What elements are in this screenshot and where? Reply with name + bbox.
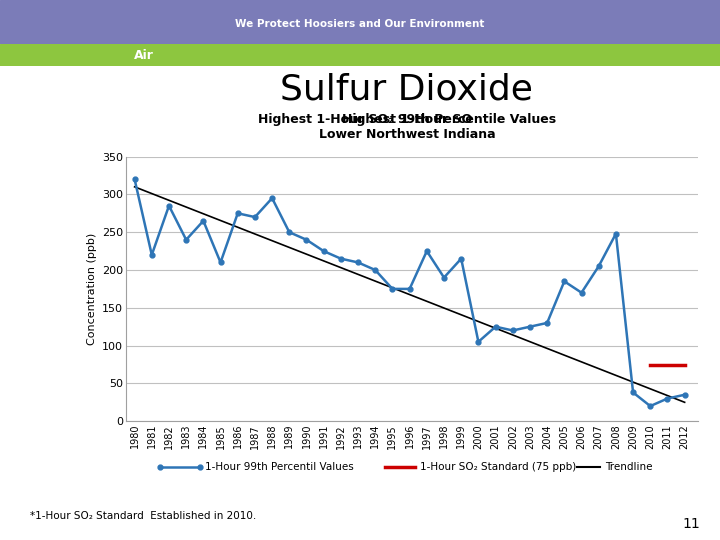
Text: Trendline: Trendline xyxy=(605,462,652,472)
Text: 1-Hour 99th Percentil Values: 1-Hour 99th Percentil Values xyxy=(205,462,354,472)
Y-axis label: Concentration (ppb): Concentration (ppb) xyxy=(86,233,96,345)
Text: *1-Hour SO₂ Standard  Established in 2010.: *1-Hour SO₂ Standard Established in 2010… xyxy=(30,511,256,521)
Text: Lower Northwest Indiana: Lower Northwest Indiana xyxy=(319,129,495,141)
Text: 11: 11 xyxy=(683,517,700,531)
Text: Highest 1-Hour SO: Highest 1-Hour SO xyxy=(342,113,472,126)
Text: Highest 1-Hour SO₂ 99th Percentile Values: Highest 1-Hour SO₂ 99th Percentile Value… xyxy=(258,113,556,126)
Text: Air: Air xyxy=(134,49,154,62)
Text: We Protect Hoosiers and Our Environment: We Protect Hoosiers and Our Environment xyxy=(235,19,485,29)
Text: 1-Hour SO₂ Standard (75 ppb): 1-Hour SO₂ Standard (75 ppb) xyxy=(420,462,576,472)
Text: Sulfur Dioxide: Sulfur Dioxide xyxy=(280,72,534,106)
